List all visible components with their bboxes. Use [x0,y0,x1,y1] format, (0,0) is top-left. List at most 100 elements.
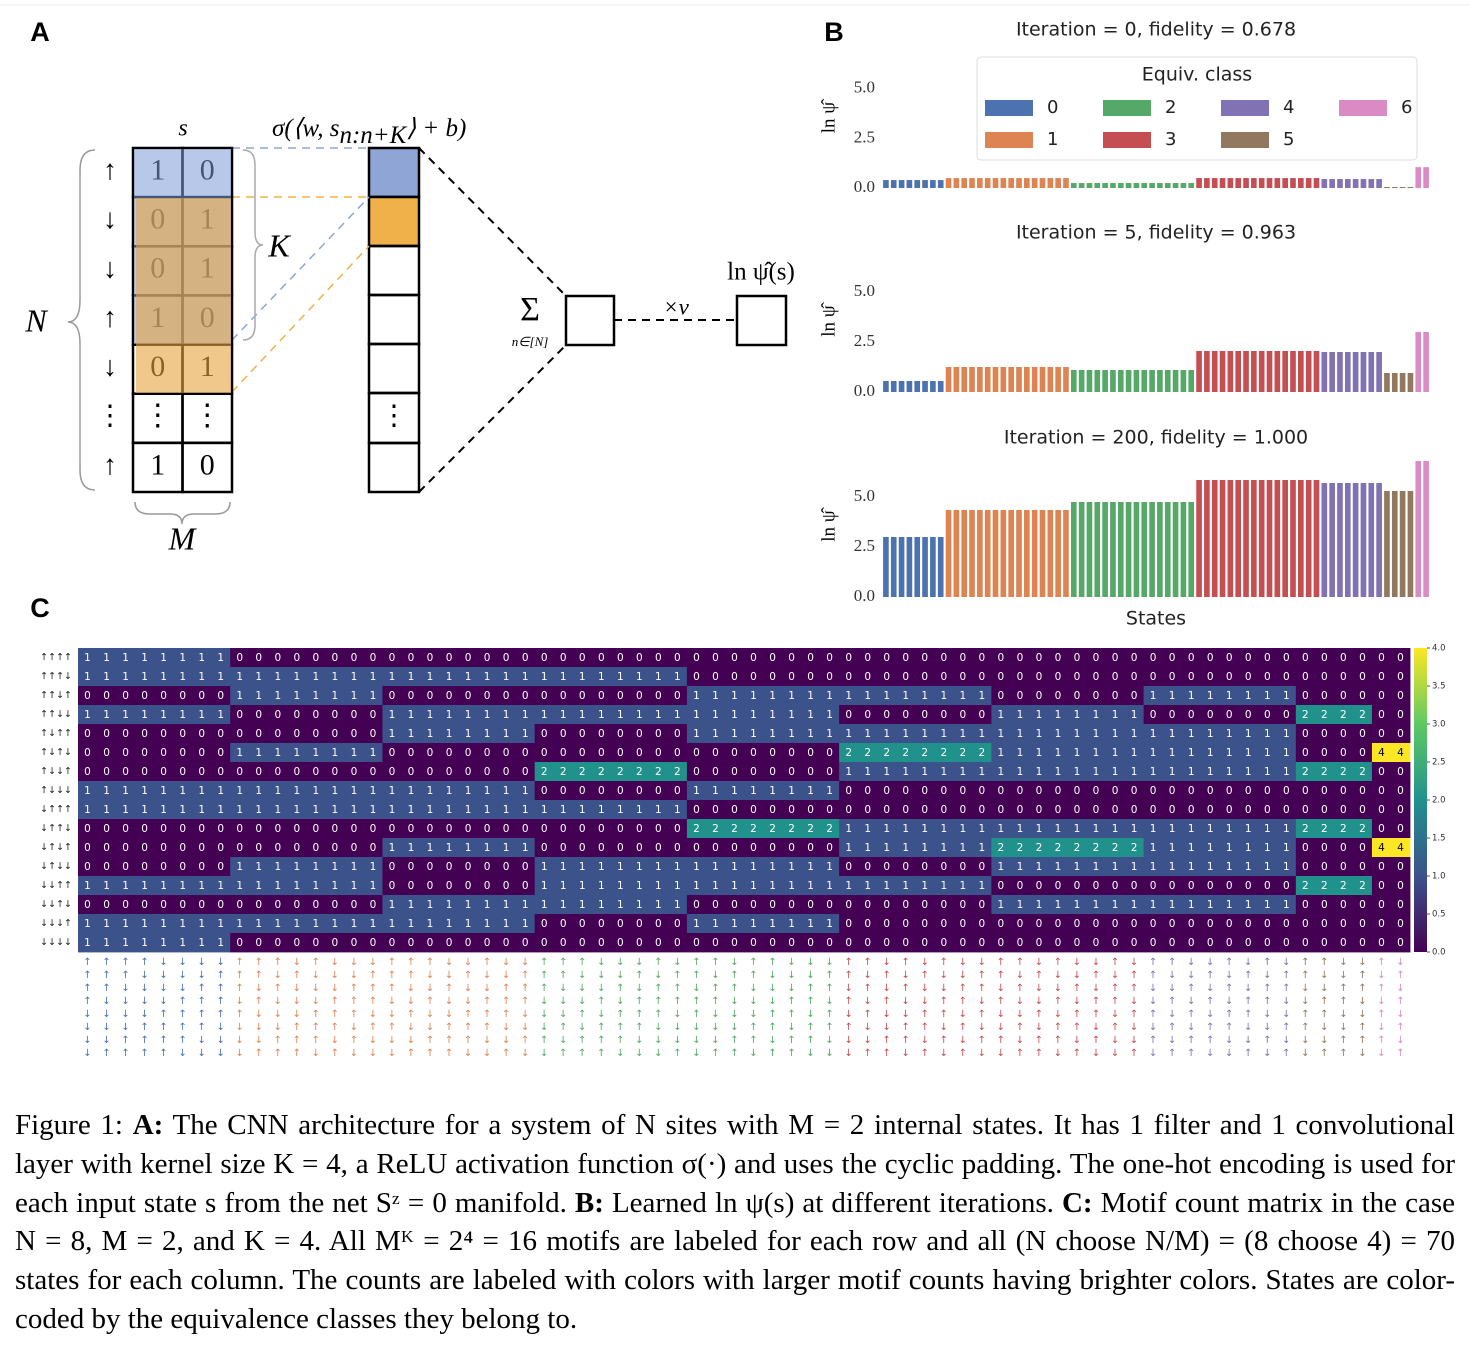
cell-value: 0 [1359,842,1366,854]
cell-value: 1 [769,861,776,873]
cell-value: 0 [1359,690,1366,702]
bar [883,180,889,188]
cell-value: 0 [141,766,148,778]
cell-value: 0 [1207,652,1214,664]
cell-value: 1 [1188,747,1195,759]
cell-value: 0 [1264,937,1271,949]
cell-value: 0 [313,823,320,835]
heatmap-cell [439,819,459,839]
state-arrows: ↑↑↑↓↓↓↑↓ [539,957,549,1059]
cell-value: 0 [807,747,814,759]
bar [1290,480,1296,597]
heatmap-cell [782,857,802,877]
cell-value: 1 [84,671,91,683]
heatmap-cell [154,914,174,934]
cell-value: 0 [712,804,719,816]
cell-value: 1 [484,671,491,683]
cell-value: 1 [1036,861,1043,873]
heatmap-cell [401,667,421,687]
cell-value: 1 [122,785,129,797]
cell-value: 0 [122,728,129,740]
cell-value: 0 [883,861,890,873]
cell-value: 1 [731,728,738,740]
heatmap-cell [1238,705,1259,725]
hidden-cell [367,342,421,395]
heatmap-cell [896,800,916,820]
cell-value: 2 [1302,766,1309,778]
cell-value: 1 [351,785,358,797]
state-arrows: ↓↓↑↓↑↓↑↑ [1186,957,1196,1059]
cell-value: 0 [979,652,986,664]
heatmap-cell [744,667,764,687]
cell-value: 0 [1093,918,1100,930]
heatmap-cell [858,743,878,763]
cell-value: 1 [1055,823,1062,835]
cell-value: 1 [217,937,224,949]
cell-value: 1 [674,861,681,873]
cell-value: 1 [236,690,243,702]
heatmap-cell [782,762,802,782]
heatmap-cell [192,686,212,706]
heatmap-cell [877,876,897,896]
heatmap-cell [1162,819,1183,839]
cell-value: 1 [1131,861,1138,873]
cell-value: 0 [1074,937,1081,949]
heatmap-cell [896,686,916,706]
heatmap-cell [1181,838,1202,858]
bar [1188,370,1195,392]
heatmap-cell [1181,895,1202,915]
filter-label: σ(⟨w, sn:n+K⟩ + b) [272,115,466,149]
heatmap-cell [344,933,364,953]
heatmap-cell [610,686,631,706]
cell-value: 0 [446,937,453,949]
heatmap-cell [610,667,631,687]
cell-value: 0 [198,861,205,873]
bar [1251,178,1257,188]
bar [937,180,944,188]
heatmap-cell [724,933,745,953]
cell-value: 2 [693,823,700,835]
cell-value: 0 [1340,785,1347,797]
cell-value: 4 [1378,842,1385,854]
cell-value: 0 [217,861,224,873]
heatmap-cell [648,724,669,744]
heatmap-cell [1314,724,1335,744]
caption-text: The CNN architecture for a system of N s… [15,1109,1455,1219]
cell-value: 1 [1226,747,1233,759]
cell-value: 0 [998,652,1005,664]
heatmap-cell [1295,857,1316,877]
encoding-value: 1 [150,448,165,481]
cell-value: 0 [902,804,909,816]
cell-value: 1 [255,880,262,892]
cell-value: 0 [979,899,986,911]
heatmap-cell [1352,781,1373,801]
cell-value: 1 [446,899,453,911]
heatmap-cell [534,667,555,687]
bar [1204,480,1210,597]
heatmap-cell [629,819,650,839]
state-arrows: ↓↓↑↑↑↓↓↑ [501,957,511,1059]
cell-value: 1 [255,804,262,816]
cell-value: 2 [1112,842,1119,854]
cell-value: 1 [179,937,186,949]
row-label: ↓↑↓↑ [40,842,72,853]
cell-value: 1 [1283,823,1290,835]
heatmap-cell [154,933,174,953]
heatmap-cell [230,705,250,725]
cell-value: 0 [902,899,909,911]
state-arrows: ↓↑↑↓↓↑↑↓ [1358,957,1367,1059]
heatmap-cell [820,743,840,763]
cell-value: 0 [179,690,186,702]
bar [1172,502,1179,597]
cell-value: 0 [579,918,586,930]
cell-value: 1 [1036,728,1043,740]
heatmap-cell [934,876,954,896]
cell-value: 1 [579,899,586,911]
cell-value: 0 [579,937,586,949]
cell-value: 0 [1245,804,1252,816]
cell-value: 1 [959,766,966,778]
heatmap-cell [135,876,155,896]
heatmap-cell [116,648,136,668]
heatmap-cell [705,876,726,896]
cell-value: 0 [408,861,415,873]
